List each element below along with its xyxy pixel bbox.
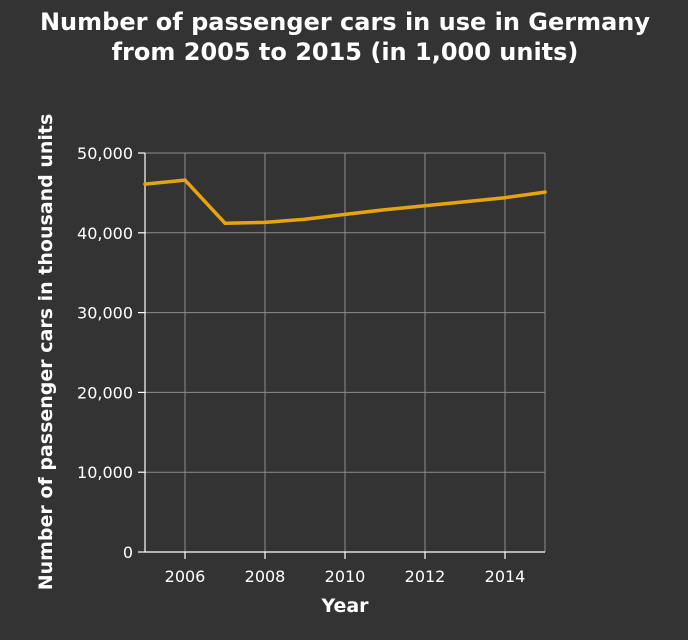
data-point bbox=[503, 196, 507, 200]
x-tick-label: 2010 bbox=[325, 567, 366, 586]
y-axis-ticks: 0 10,000 20,000 30,000 40,000 50,000 bbox=[77, 144, 145, 562]
chart-title-line-1: Number of passenger cars in use in Germa… bbox=[40, 8, 650, 36]
y-tick-label: 50,000 bbox=[77, 144, 133, 163]
y-tick-label: 20,000 bbox=[77, 383, 133, 402]
data-point bbox=[303, 217, 307, 221]
data-point bbox=[383, 208, 387, 212]
y-tick-label: 30,000 bbox=[77, 304, 133, 323]
x-tick-label: 2008 bbox=[245, 567, 286, 586]
y-tick-label: 40,000 bbox=[77, 224, 133, 243]
data-point bbox=[223, 221, 227, 225]
x-tick-label: 2014 bbox=[485, 567, 526, 586]
data-point bbox=[463, 200, 467, 204]
data-point bbox=[343, 212, 347, 217]
data-point bbox=[183, 178, 187, 182]
data-point bbox=[143, 182, 147, 186]
data-point bbox=[423, 204, 427, 208]
x-axis-label: Year bbox=[320, 595, 369, 617]
x-tick-label: 2006 bbox=[165, 567, 206, 586]
series-layer bbox=[143, 178, 547, 225]
y-tick-label: 0 bbox=[123, 543, 133, 562]
x-tick-label: 2012 bbox=[405, 567, 446, 586]
grid bbox=[145, 152, 546, 552]
chart-title-line-2: from 2005 to 2015 (in 1,000 units) bbox=[112, 38, 579, 66]
x-axis-ticks: 2006 2008 2010 2012 2014 bbox=[165, 552, 526, 586]
data-point bbox=[543, 190, 547, 194]
y-tick-label: 10,000 bbox=[77, 463, 133, 482]
y-axis-label: Number of passenger cars in thousand uni… bbox=[35, 114, 57, 591]
data-point bbox=[263, 220, 267, 225]
